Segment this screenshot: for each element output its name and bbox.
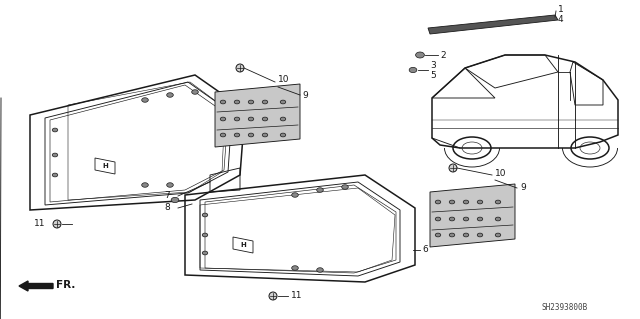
Ellipse shape [141, 183, 148, 187]
Ellipse shape [463, 200, 468, 204]
Text: 4: 4 [558, 16, 564, 25]
Ellipse shape [141, 98, 148, 102]
Text: 9: 9 [302, 91, 308, 100]
Text: 3: 3 [430, 62, 436, 70]
Text: H: H [240, 242, 246, 248]
Ellipse shape [463, 217, 468, 221]
Text: 9: 9 [520, 183, 525, 192]
Ellipse shape [449, 233, 455, 237]
Polygon shape [215, 84, 300, 147]
Text: 10: 10 [495, 168, 506, 177]
Ellipse shape [262, 117, 268, 121]
Text: 7: 7 [164, 191, 170, 201]
Text: 11: 11 [291, 292, 303, 300]
Ellipse shape [317, 268, 323, 272]
Ellipse shape [292, 193, 298, 197]
Text: 6: 6 [422, 246, 428, 255]
Ellipse shape [435, 200, 441, 204]
Ellipse shape [435, 217, 441, 221]
Ellipse shape [477, 217, 483, 221]
Ellipse shape [202, 251, 208, 255]
Text: 8: 8 [164, 204, 170, 212]
Ellipse shape [292, 266, 298, 270]
Text: 10: 10 [278, 76, 289, 85]
Ellipse shape [280, 133, 285, 137]
Ellipse shape [248, 100, 253, 104]
Ellipse shape [477, 200, 483, 204]
Ellipse shape [166, 183, 173, 187]
Ellipse shape [495, 217, 500, 221]
Text: 1: 1 [558, 4, 564, 13]
Text: SH2393800B: SH2393800B [542, 303, 588, 312]
Polygon shape [430, 184, 515, 247]
Circle shape [449, 164, 457, 172]
Ellipse shape [234, 117, 240, 121]
Ellipse shape [202, 213, 208, 217]
Ellipse shape [262, 100, 268, 104]
Ellipse shape [234, 133, 240, 137]
Ellipse shape [234, 100, 240, 104]
Text: FR.: FR. [56, 280, 76, 290]
Ellipse shape [409, 67, 417, 73]
Ellipse shape [166, 93, 173, 97]
Ellipse shape [192, 90, 198, 94]
Ellipse shape [449, 200, 455, 204]
Ellipse shape [52, 153, 58, 157]
Ellipse shape [342, 185, 348, 189]
Circle shape [269, 292, 277, 300]
Ellipse shape [280, 117, 285, 121]
Ellipse shape [220, 133, 226, 137]
Ellipse shape [280, 100, 285, 104]
Ellipse shape [202, 233, 208, 237]
Ellipse shape [262, 133, 268, 137]
Ellipse shape [477, 233, 483, 237]
Polygon shape [428, 15, 558, 34]
Ellipse shape [495, 233, 500, 237]
Ellipse shape [449, 217, 455, 221]
Ellipse shape [463, 233, 468, 237]
FancyArrow shape [19, 281, 53, 291]
Ellipse shape [52, 128, 58, 132]
Ellipse shape [248, 133, 253, 137]
Ellipse shape [220, 100, 226, 104]
Text: 5: 5 [430, 70, 436, 79]
Circle shape [53, 220, 61, 228]
Ellipse shape [248, 117, 253, 121]
Circle shape [236, 64, 244, 72]
Text: 2: 2 [440, 50, 445, 60]
Ellipse shape [495, 200, 500, 204]
Ellipse shape [415, 52, 424, 58]
Ellipse shape [171, 197, 179, 203]
Text: 11: 11 [33, 219, 45, 228]
Ellipse shape [435, 233, 441, 237]
Ellipse shape [52, 173, 58, 177]
Text: H: H [102, 163, 108, 169]
Ellipse shape [317, 188, 323, 192]
Ellipse shape [220, 117, 226, 121]
